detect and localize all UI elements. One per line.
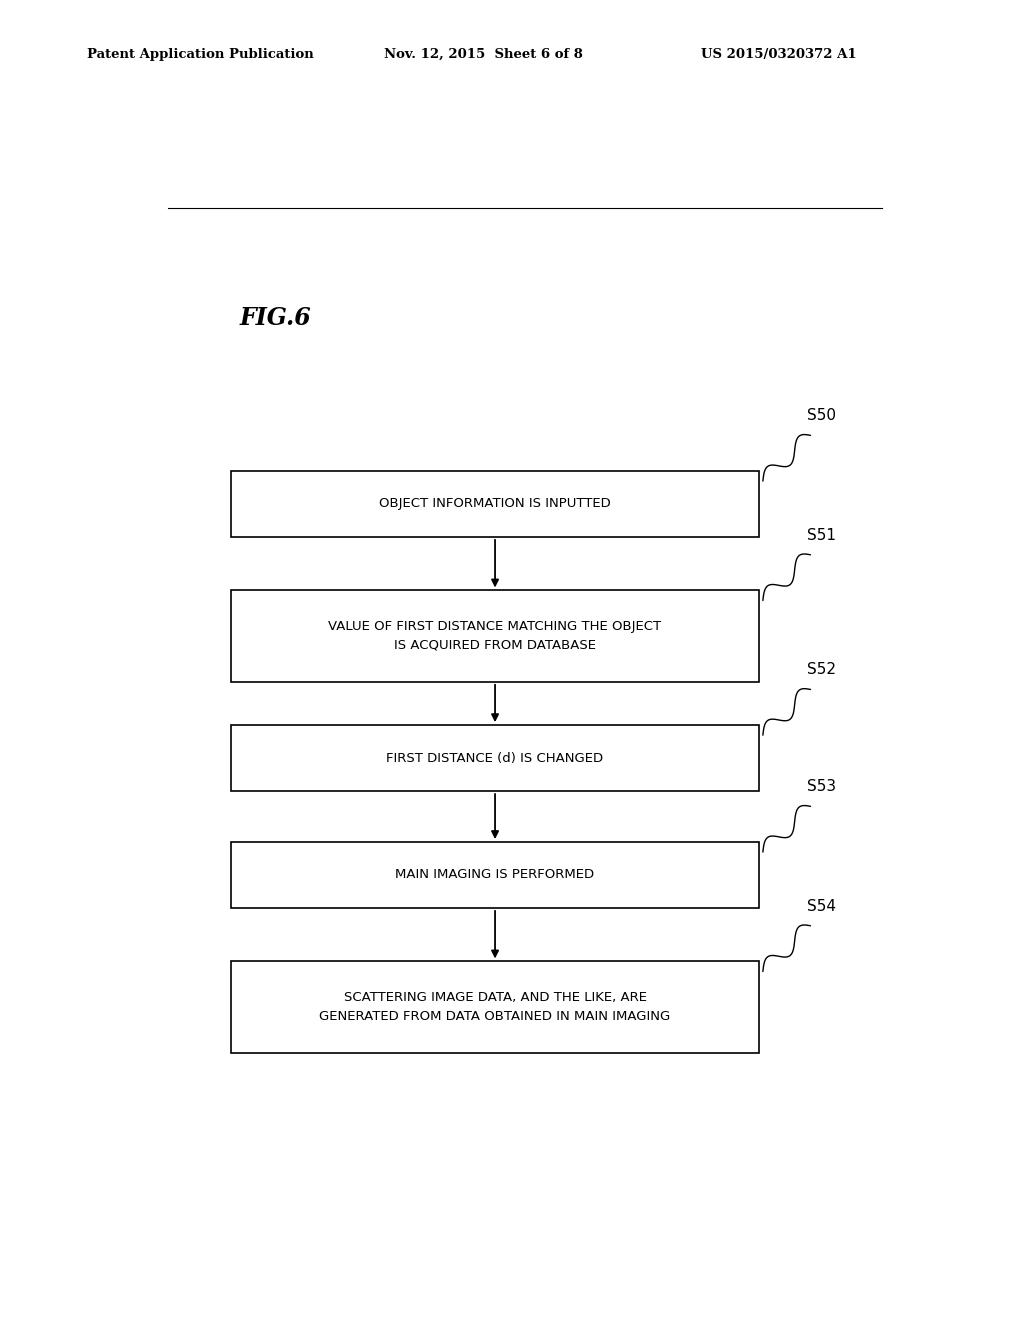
Text: S51: S51 [807,528,836,543]
Text: FIRST DISTANCE (d) IS CHANGED: FIRST DISTANCE (d) IS CHANGED [386,751,603,764]
Bar [231,842,759,908]
Bar [231,471,759,537]
Text: S52: S52 [807,663,836,677]
Text: OBJECT INFORMATION IS INPUTTED: OBJECT INFORMATION IS INPUTTED [379,498,611,511]
Text: S50: S50 [807,408,836,424]
Text: S53: S53 [807,779,836,795]
Text: US 2015/0320372 A1: US 2015/0320372 A1 [701,48,857,61]
Bar [231,725,759,791]
Text: SCATTERING IMAGE DATA, AND THE LIKE, ARE: SCATTERING IMAGE DATA, AND THE LIKE, ARE [343,991,646,1005]
Text: Patent Application Publication: Patent Application Publication [87,48,313,61]
Text: GENERATED FROM DATA OBTAINED IN MAIN IMAGING: GENERATED FROM DATA OBTAINED IN MAIN IMA… [319,1010,671,1023]
Text: MAIN IMAGING IS PERFORMED: MAIN IMAGING IS PERFORMED [395,869,595,882]
Text: IS ACQUIRED FROM DATABASE: IS ACQUIRED FROM DATABASE [394,639,596,652]
Text: VALUE OF FIRST DISTANCE MATCHING THE OBJECT: VALUE OF FIRST DISTANCE MATCHING THE OBJ… [329,620,662,634]
Text: FIG.6: FIG.6 [240,306,311,330]
Bar [231,961,759,1053]
Text: Nov. 12, 2015  Sheet 6 of 8: Nov. 12, 2015 Sheet 6 of 8 [384,48,583,61]
Bar [231,590,759,682]
Text: S54: S54 [807,899,836,913]
